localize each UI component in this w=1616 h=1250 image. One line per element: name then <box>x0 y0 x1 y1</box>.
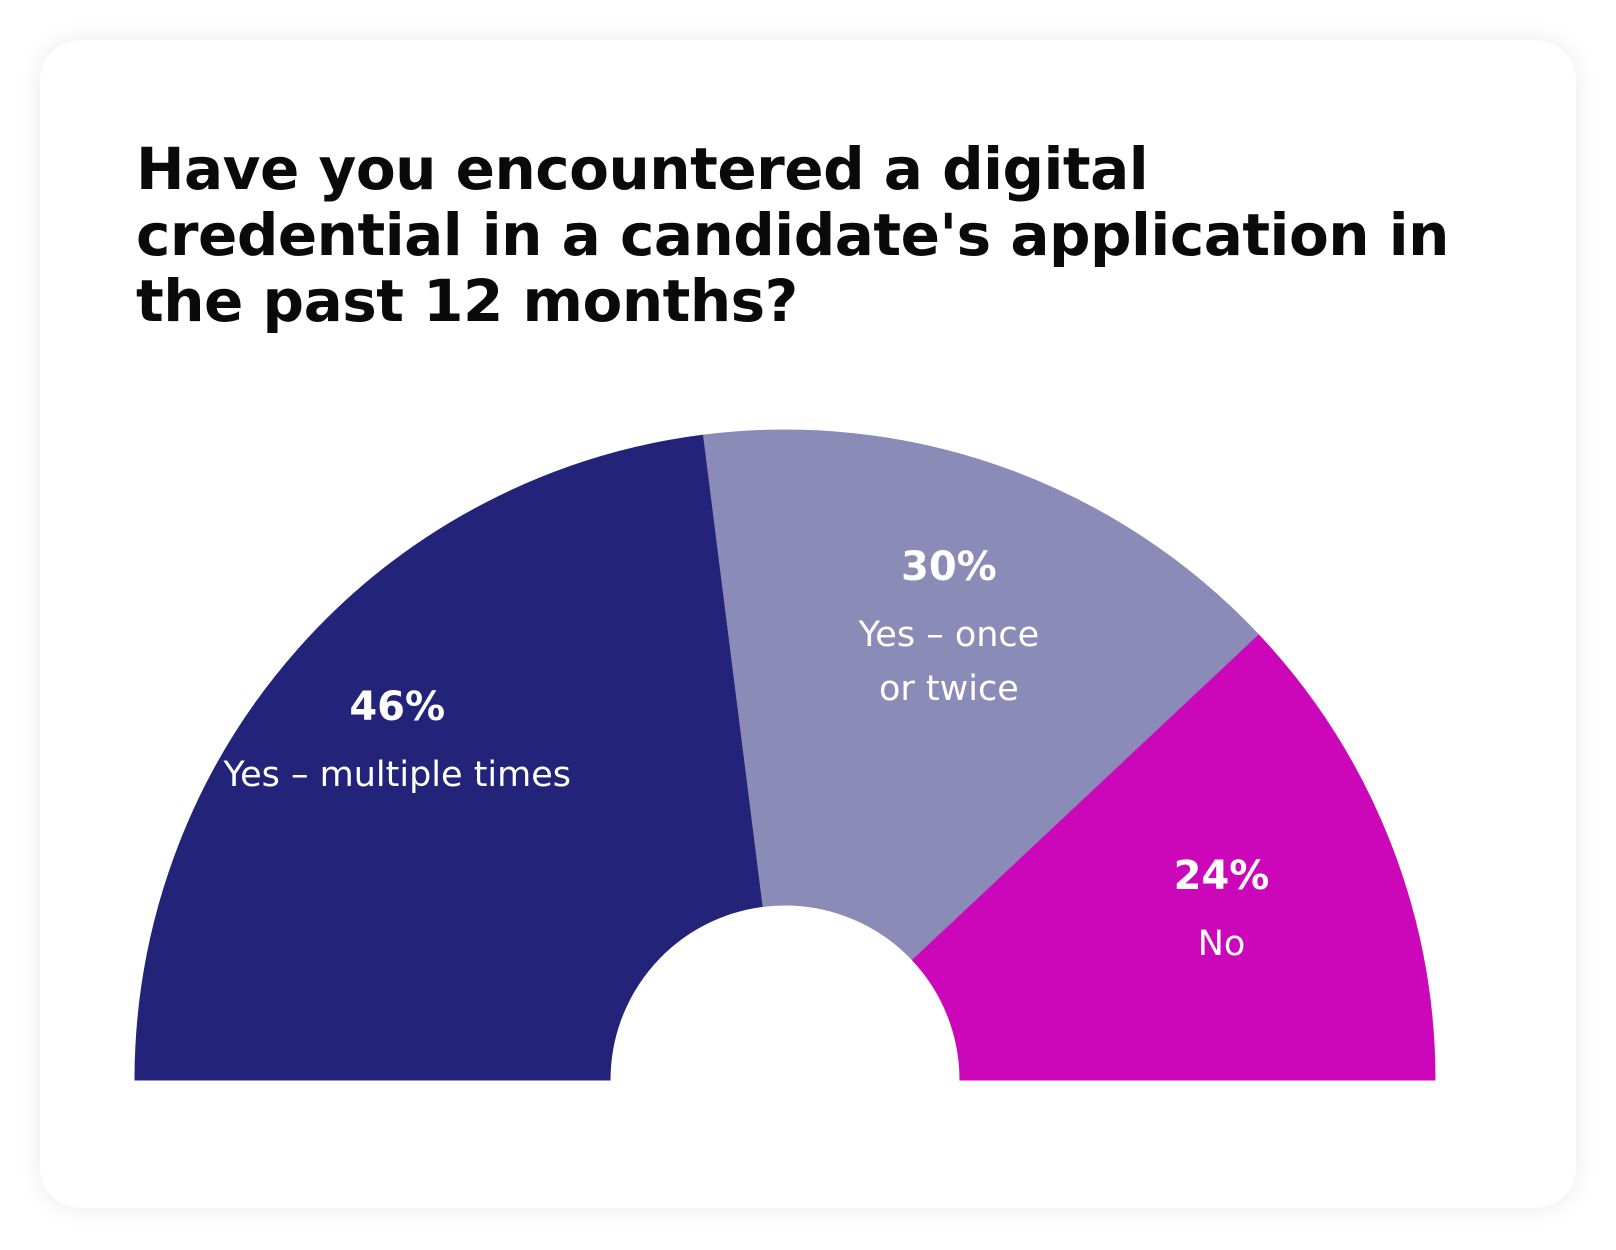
slice-1-name-label: Yes – multiple times <box>222 755 571 795</box>
slice-1-value-label: 46% <box>349 684 445 730</box>
slice-2-name-label: Yes – once <box>858 615 1040 655</box>
chart-title: Have you encountered a digital credentia… <box>136 135 1449 335</box>
slice-3-name-label: No <box>1198 924 1246 964</box>
slice-2 <box>702 429 1260 961</box>
slice-3-value-label: 24% <box>1174 853 1270 899</box>
slice-1 <box>134 434 764 1081</box>
slice-2-name-label: or twice <box>879 669 1019 709</box>
slice-2-value-label: 30% <box>901 544 997 590</box>
slice-3 <box>911 634 1436 1081</box>
